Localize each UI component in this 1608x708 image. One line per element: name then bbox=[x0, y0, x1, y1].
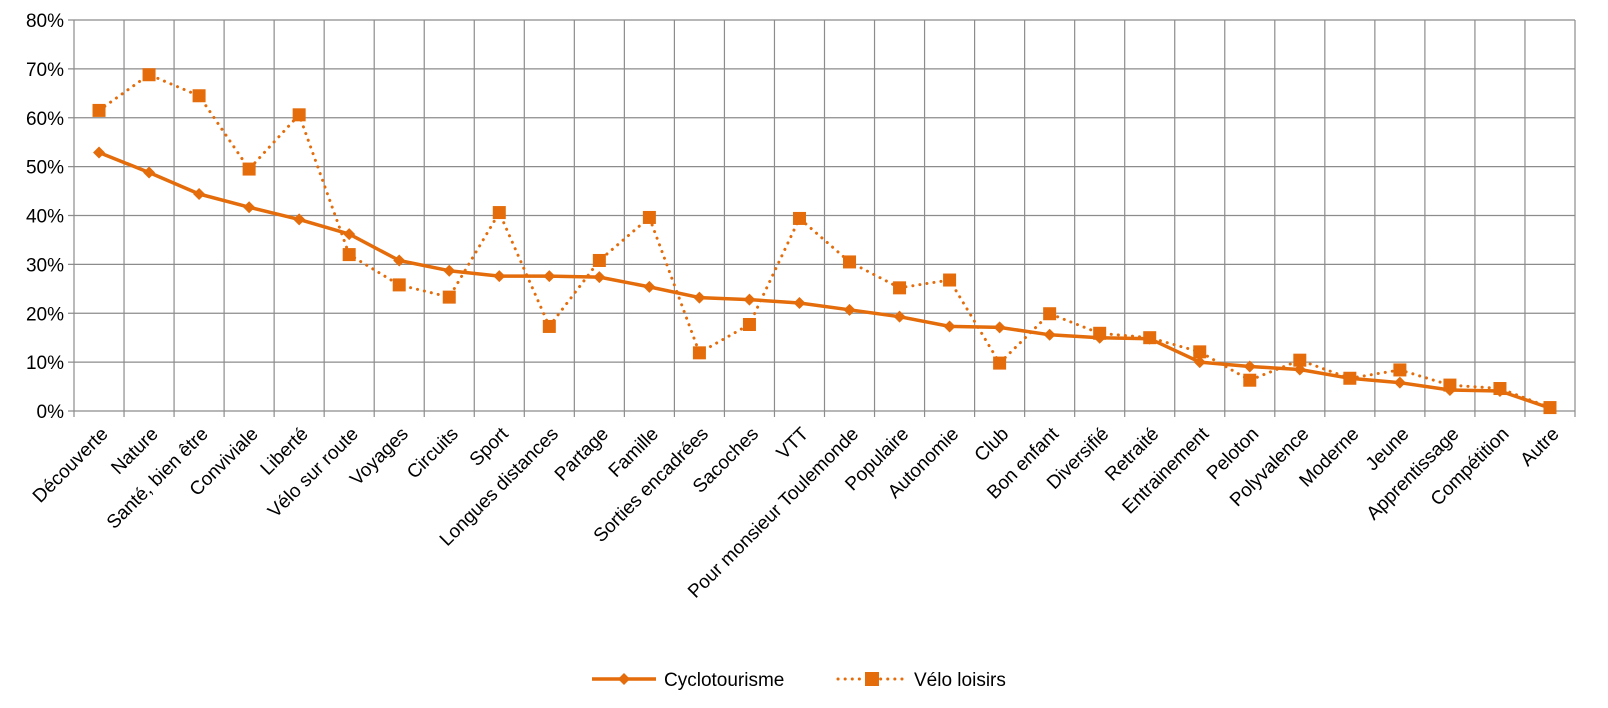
legend: Cyclotourisme Vélo loisirs bbox=[592, 670, 1006, 691]
data-point bbox=[543, 270, 556, 283]
data-point bbox=[593, 271, 606, 284]
y-tick-label: 10% bbox=[26, 353, 64, 374]
y-tick-label: 80% bbox=[26, 11, 64, 32]
data-point bbox=[692, 346, 706, 360]
data-point bbox=[743, 293, 756, 306]
legend-marker bbox=[865, 672, 879, 686]
series-layer bbox=[92, 68, 1557, 415]
legend-label: Cyclotourisme bbox=[664, 670, 784, 691]
data-point bbox=[1243, 360, 1256, 373]
data-point bbox=[792, 211, 806, 225]
data-point bbox=[192, 89, 206, 103]
data-point bbox=[442, 290, 456, 304]
data-point bbox=[693, 291, 706, 304]
legend-label: Vélo loisirs bbox=[914, 670, 1006, 691]
data-point bbox=[343, 228, 356, 241]
data-point bbox=[843, 255, 857, 269]
x-tick-label: Sport bbox=[466, 423, 513, 470]
data-point bbox=[242, 162, 256, 176]
y-tick-label: 20% bbox=[26, 304, 64, 325]
data-point bbox=[1143, 331, 1157, 345]
data-point bbox=[742, 317, 756, 331]
y-tick-label: 70% bbox=[26, 60, 64, 81]
data-point bbox=[592, 253, 606, 267]
data-point bbox=[1393, 363, 1407, 377]
data-point bbox=[493, 270, 506, 283]
data-point bbox=[1293, 353, 1307, 367]
x-tick-label: Autre bbox=[1517, 424, 1564, 471]
y-axis-ticks: 0% 10% 20% 30% 40% 50% 60% 70% 80% bbox=[26, 11, 64, 423]
y-tick-label: 40% bbox=[26, 207, 64, 228]
data-point bbox=[1043, 328, 1056, 341]
data-point bbox=[392, 278, 406, 292]
data-point bbox=[342, 248, 356, 262]
x-tick-label: VTT bbox=[773, 423, 814, 464]
data-point bbox=[143, 166, 156, 179]
data-point bbox=[1193, 356, 1206, 369]
data-point bbox=[1193, 345, 1207, 359]
data-point bbox=[1243, 373, 1257, 387]
y-tick-label: 50% bbox=[26, 158, 64, 179]
data-point bbox=[142, 68, 156, 82]
data-point bbox=[1343, 371, 1357, 385]
y-tick-label: 60% bbox=[26, 109, 64, 130]
data-point bbox=[642, 210, 656, 224]
data-point bbox=[1393, 376, 1406, 389]
data-point bbox=[993, 321, 1006, 334]
data-point bbox=[1443, 378, 1457, 392]
data-point bbox=[893, 310, 906, 323]
y-tick-label: 0% bbox=[37, 402, 65, 423]
data-point bbox=[443, 264, 456, 277]
data-point bbox=[843, 303, 856, 316]
x-tick-label: Partage bbox=[551, 424, 613, 486]
data-point bbox=[542, 319, 556, 333]
data-point bbox=[943, 273, 957, 287]
data-point bbox=[93, 146, 106, 159]
x-tick-label: Découverte bbox=[29, 424, 113, 508]
x-tick-label: Circuits bbox=[403, 424, 463, 484]
data-point bbox=[793, 296, 806, 309]
x-tick-label: Club bbox=[971, 424, 1013, 466]
data-point bbox=[393, 254, 406, 267]
data-point bbox=[293, 213, 306, 226]
data-point bbox=[292, 108, 306, 122]
data-point bbox=[1093, 326, 1107, 340]
x-tick-label: Entrainement bbox=[1119, 423, 1214, 518]
data-point bbox=[1043, 307, 1057, 321]
legend-marker bbox=[618, 673, 630, 685]
y-tick-label: 30% bbox=[26, 255, 64, 276]
data-point bbox=[643, 280, 656, 293]
data-point bbox=[243, 201, 256, 214]
data-point bbox=[492, 206, 506, 220]
data-point bbox=[92, 103, 106, 117]
data-point bbox=[893, 281, 907, 295]
series-line-1 bbox=[98, 150, 1551, 410]
data-point bbox=[943, 320, 956, 333]
data-point bbox=[193, 187, 206, 200]
data-point bbox=[1493, 382, 1507, 396]
data-point bbox=[993, 356, 1007, 370]
data-point bbox=[1543, 401, 1557, 415]
